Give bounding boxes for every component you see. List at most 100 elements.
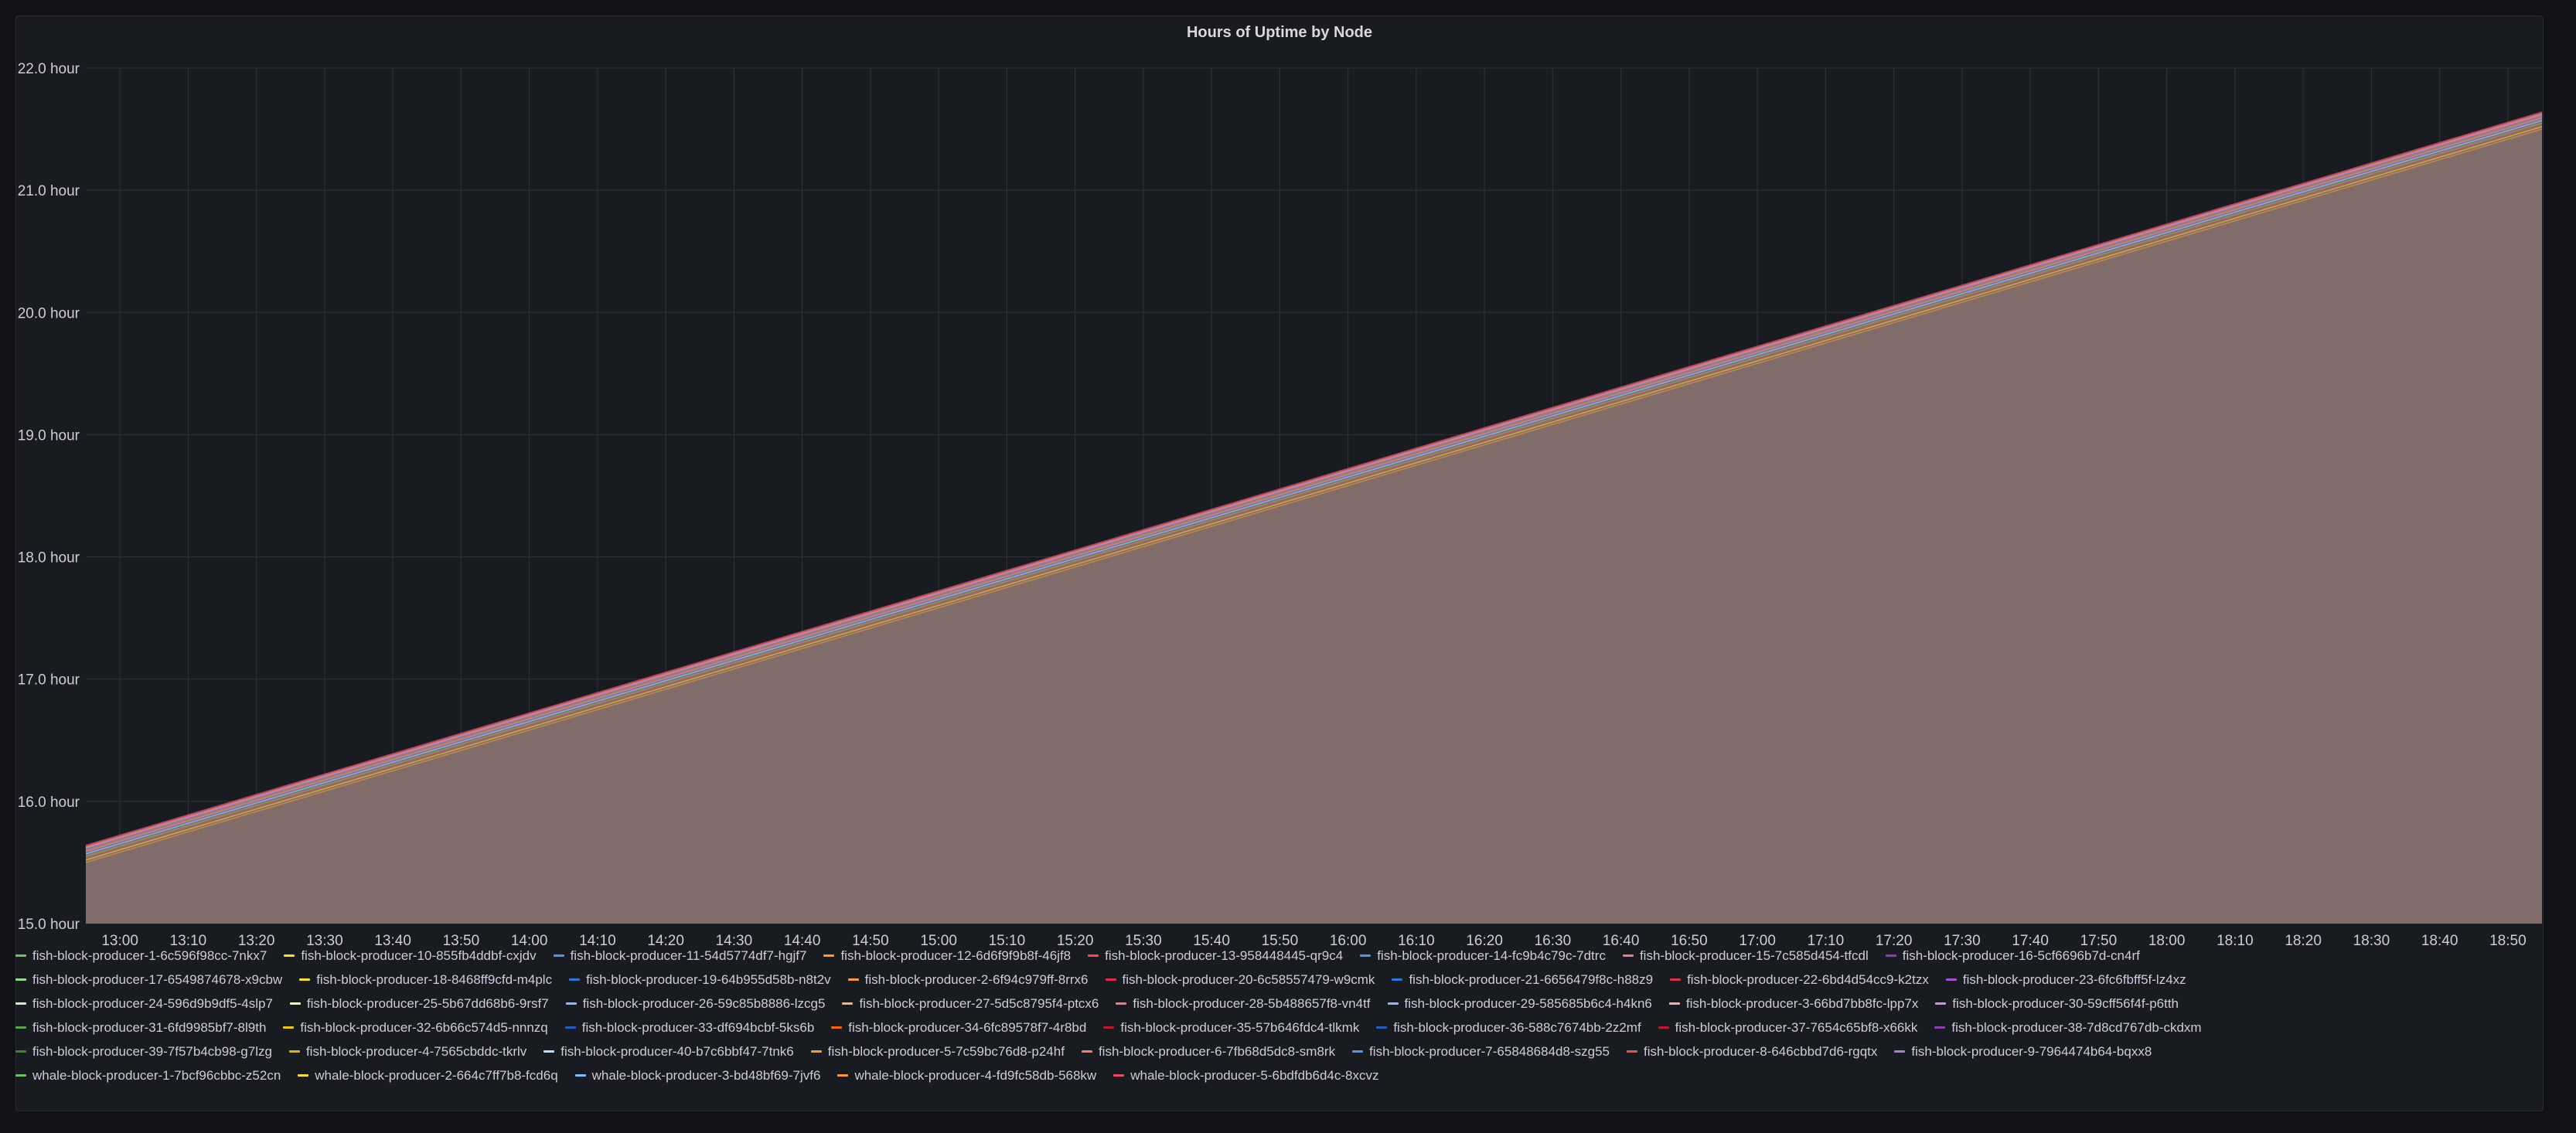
legend-item[interactable]: fish-block-producer-6-7fb68d5dc8-sm8rk xyxy=(1081,1044,1335,1060)
legend-item[interactable]: fish-block-producer-7-65848684d8-szg55 xyxy=(1352,1044,1610,1060)
legend-item[interactable]: fish-block-producer-21-6656479f8c-h88z9 xyxy=(1392,972,1653,988)
legend-swatch xyxy=(1622,954,1634,957)
x-tick-label: 16:50 xyxy=(1671,933,1708,949)
x-tick-label: 16:30 xyxy=(1535,933,1572,949)
legend-item[interactable]: fish-block-producer-23-6fc6fbff5f-lz4xz xyxy=(1945,972,2186,988)
legend-item[interactable]: fish-block-producer-40-b7c6bbf47-7tnk6 xyxy=(543,1044,794,1060)
legend-item[interactable]: fish-block-producer-5-7c59bc76d8-p24hf xyxy=(810,1043,1065,1060)
legend-item[interactable]: fish-block-producer-17-6549874678-x9cbw xyxy=(15,972,282,988)
legend-item[interactable]: fish-block-producer-39-7f57b4cb98-g7lzg xyxy=(15,1044,272,1060)
legend-item[interactable]: fish-block-producer-24-596d9b9df5-4slp7 xyxy=(15,996,273,1012)
legend-item[interactable]: whale-block-producer-5-6bdfdb6d4c-8xcvz xyxy=(1113,1068,1379,1084)
legend-item[interactable]: fish-block-producer-33-df694bcbf-5ks6b xyxy=(564,1020,814,1036)
series-line[interactable] xyxy=(85,122,2543,857)
legend-item[interactable]: fish-block-producer-37-7654c65bf8-x66kk xyxy=(1658,1020,1917,1036)
legend-item[interactable]: fish-block-producer-8-646cbbd7d6-rgqtx xyxy=(1626,1044,1877,1060)
y-tick-label: 18.0 hour xyxy=(18,550,80,566)
legend-item[interactable]: whale-block-producer-2-664c7ff7b8-fcd6q xyxy=(298,1067,558,1084)
legend-item[interactable]: fish-block-producer-9-7964474b64-bqxx8 xyxy=(1894,1044,2152,1060)
legend-label: fish-block-producer-30-59cff56f4f-p6tth xyxy=(1952,995,2179,1011)
series-line[interactable] xyxy=(85,111,2543,846)
legend-label: fish-block-producer-34-6fc89578f7-4r8bd xyxy=(848,1019,1087,1035)
legend-item[interactable]: fish-block-producer-3-66bd7bb8fc-lpp7x xyxy=(1668,996,1918,1012)
legend-item[interactable]: fish-block-producer-36-588c7674bb-2z2mf xyxy=(1376,1020,1641,1036)
legend-label: whale-block-producer-4-fd9fc58db-568kw xyxy=(854,1067,1097,1083)
legend-item[interactable]: fish-block-producer-31-6fd9985bf7-8l9th xyxy=(15,1020,266,1036)
legend-item[interactable]: fish-block-producer-29-585685b6c4-h4kn6 xyxy=(1387,996,1652,1012)
legend-item[interactable]: fish-block-producer-27-5d5c8795f4-ptcx6 xyxy=(842,996,1099,1012)
legend-label: fish-block-producer-10-855fb4ddbf-cxjdv xyxy=(301,948,537,963)
series-line[interactable] xyxy=(85,116,2543,851)
legend-item[interactable]: fish-block-producer-30-59cff56f4f-p6tth xyxy=(1935,996,2179,1012)
legend-swatch xyxy=(543,1050,555,1053)
legend-item[interactable]: fish-block-producer-20-6c58557479-w9cmk xyxy=(1105,972,1375,988)
series-line[interactable] xyxy=(85,114,2543,850)
legend-label: whale-block-producer-2-664c7ff7b8-fcd6q xyxy=(315,1067,558,1083)
legend-item[interactable]: fish-block-producer-19-64b955d58b-n8t2v xyxy=(569,972,831,988)
series-line[interactable] xyxy=(85,123,2543,859)
x-tick-label: 17:10 xyxy=(1808,933,1845,949)
legend-label: fish-block-producer-35-57b646fdc4-tlkmk xyxy=(1120,1019,1360,1035)
legend-swatch xyxy=(1376,1026,1388,1029)
legend-label: fish-block-producer-18-8468ff9cfd-m4plc xyxy=(316,971,553,987)
legend-item[interactable]: fish-block-producer-2-6f94c979ff-8rrx6 xyxy=(847,972,1089,988)
legend-swatch xyxy=(1392,978,1403,981)
legend-item[interactable]: fish-block-producer-38-7d8cd767db-ckdxm xyxy=(1934,1020,2202,1036)
legend-item[interactable]: fish-block-producer-11-54d5774df7-hgjf7 xyxy=(553,948,807,964)
legend-item[interactable]: whale-block-producer-3-bd48bf69-7jvf6 xyxy=(574,1068,820,1084)
legend-label: fish-block-producer-25-5b67dd68b6-9rsf7 xyxy=(306,995,549,1011)
series-line[interactable] xyxy=(85,117,2543,852)
legend-item[interactable]: fish-block-producer-13-958448445-qr9c4 xyxy=(1088,948,1343,964)
x-tick-label: 17:30 xyxy=(1944,933,1981,949)
legend-swatch xyxy=(15,1026,26,1029)
legend-item[interactable]: fish-block-producer-15-7c585d454-tfcdl xyxy=(1622,948,1869,964)
legend-label: fish-block-producer-11-54d5774df7-hgjf7 xyxy=(570,948,807,963)
legend-item[interactable]: fish-block-producer-35-57b646fdc4-tlkmk xyxy=(1103,1020,1359,1036)
legend-swatch xyxy=(565,1002,577,1005)
legend-label: fish-block-producer-13-958448445-qr9c4 xyxy=(1105,948,1344,963)
legend-item[interactable]: fish-block-producer-14-fc9b4c79c-7dtrc xyxy=(1360,948,1606,964)
legend-item[interactable]: fish-block-producer-4-7565cbddc-tkrlv xyxy=(288,1044,526,1060)
legend-item[interactable]: fish-block-producer-26-59c85b8886-lzcg5 xyxy=(565,996,825,1012)
x-tick-label: 15:30 xyxy=(1125,933,1162,949)
legend-label: fish-block-producer-31-6fd9985bf7-8l9th xyxy=(32,1019,267,1035)
legend-swatch xyxy=(810,1050,822,1053)
legend-swatch xyxy=(837,1074,849,1077)
legend-swatch xyxy=(847,978,859,981)
legend-swatch xyxy=(15,954,26,957)
legend-swatch xyxy=(1387,1002,1399,1005)
legend-item[interactable]: fish-block-producer-28-5b488657f8-vn4tf xyxy=(1116,995,1371,1012)
legend-label: fish-block-producer-5-7c59bc76d8-p24hf xyxy=(827,1043,1065,1059)
legend-label: whale-block-producer-1-7bcf96cbbc-z52cn xyxy=(32,1067,281,1083)
chart-title: Hours of Uptime by Node xyxy=(1186,24,1372,41)
x-tick-label: 18:40 xyxy=(2421,933,2458,949)
legend-label: fish-block-producer-28-5b488657f8-vn4tf xyxy=(1133,995,1371,1011)
series-line[interactable] xyxy=(85,112,2543,848)
series-line[interactable] xyxy=(85,120,2543,855)
legend-label: fish-block-producer-22-6bd4d54cc9-k2tzx xyxy=(1687,971,1929,987)
legend-item[interactable]: fish-block-producer-22-6bd4d54cc9-k2tzx xyxy=(1670,972,1929,988)
series-line[interactable] xyxy=(85,114,2543,849)
legend-swatch xyxy=(1081,1050,1092,1053)
series-line[interactable] xyxy=(85,118,2543,854)
legend-item[interactable]: fish-block-producer-18-8468ff9cfd-m4plc xyxy=(299,972,552,988)
legend-label: fish-block-producer-17-6549874678-x9cbw xyxy=(32,971,283,987)
legend-item[interactable]: fish-block-producer-25-5b67dd68b6-9rsf7 xyxy=(289,995,549,1012)
legend-swatch xyxy=(1935,1002,1947,1005)
x-tick-label: 14:50 xyxy=(852,933,889,949)
legend-item[interactable]: whale-block-producer-4-fd9fc58db-568kw xyxy=(837,1068,1096,1084)
legend-item[interactable]: whale-block-producer-1-7bcf96cbbc-z52cn xyxy=(15,1068,281,1084)
legend-swatch xyxy=(1105,978,1116,981)
legend-item[interactable]: fish-block-producer-16-5cf6696b7d-cn4rf xyxy=(1885,948,2140,964)
legend-item[interactable]: fish-block-producer-1-6c596f98cc-7nkx7 xyxy=(15,948,267,964)
x-tick-label: 17:40 xyxy=(2012,933,2049,949)
x-tick-label: 18:00 xyxy=(2148,933,2186,949)
series-line[interactable] xyxy=(85,128,2543,863)
legend-item[interactable]: fish-block-producer-34-6fc89578f7-4r8bd xyxy=(831,1020,1086,1036)
legend-item[interactable]: fish-block-producer-32-6b66c574d5-nnnzq xyxy=(283,1020,548,1036)
legend-item[interactable]: fish-block-producer-10-855fb4ddbf-cxjdv xyxy=(284,948,537,964)
legend-item[interactable]: fish-block-producer-12-6d6f9f9b8f-46jf8 xyxy=(823,948,1071,964)
x-tick-label: 13:10 xyxy=(170,933,207,949)
series-line[interactable] xyxy=(85,126,2543,861)
